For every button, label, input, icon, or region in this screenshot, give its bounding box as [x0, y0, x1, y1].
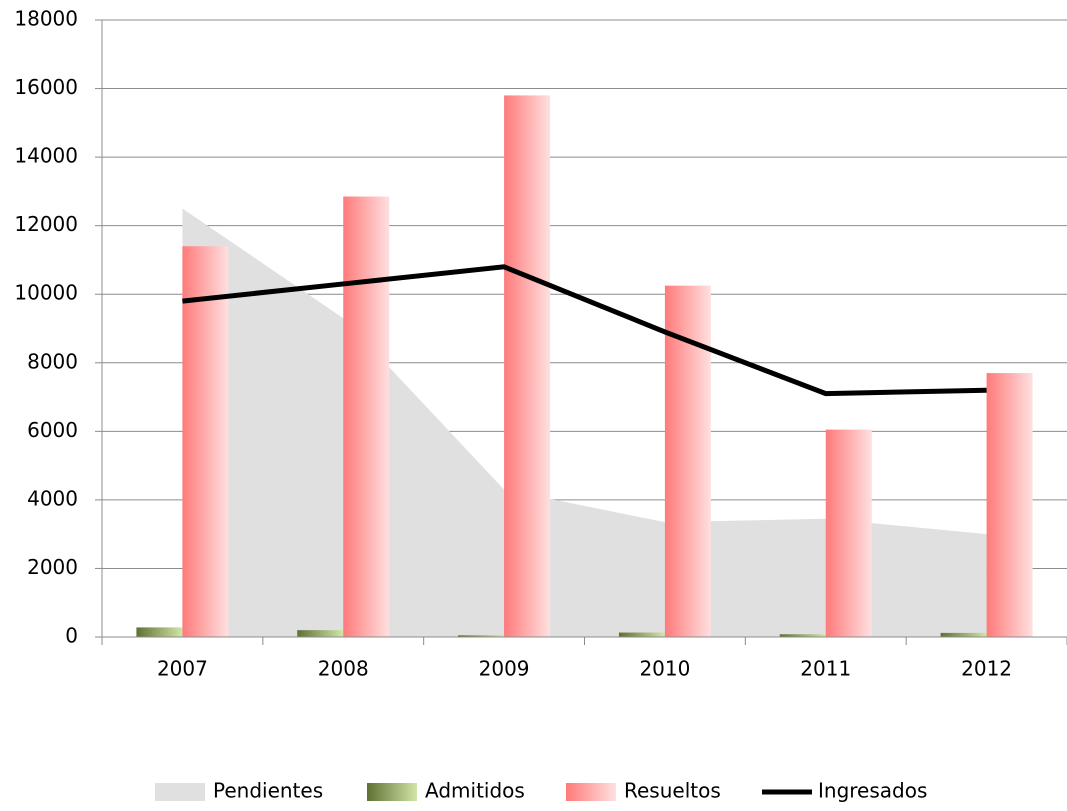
bar [986, 373, 1033, 637]
x-tick-label: 2008 [318, 657, 369, 681]
legend-swatch [566, 783, 616, 801]
bar [779, 634, 826, 637]
y-tick-label: 14000 [14, 144, 78, 168]
y-tick-label: 10000 [14, 281, 78, 305]
x-tick-label: 2009 [479, 657, 530, 681]
x-tick-label: 2012 [961, 657, 1012, 681]
y-tick-label: 4000 [27, 486, 78, 510]
legend-label: Resueltos [624, 779, 721, 803]
bar [182, 246, 229, 637]
x-tick-label: 2011 [800, 657, 851, 681]
bar [825, 429, 872, 637]
legend-swatch [367, 783, 417, 801]
y-tick-label: 8000 [27, 349, 78, 373]
y-tick-label: 12000 [14, 212, 78, 236]
x-tick-label: 2007 [157, 657, 208, 681]
bar [297, 630, 344, 637]
legend-swatch [155, 783, 205, 801]
y-tick-label: 18000 [14, 7, 78, 31]
bar [458, 635, 505, 637]
legend-label: Ingresados [818, 779, 927, 803]
y-tick-label: 6000 [27, 418, 78, 442]
bar [136, 627, 183, 637]
y-tick-label: 2000 [27, 555, 78, 579]
y-tick-label: 16000 [14, 75, 78, 99]
x-tick-label: 2010 [639, 657, 690, 681]
bar [618, 632, 665, 637]
y-tick-label: 0 [65, 624, 78, 648]
bar [343, 196, 390, 637]
bar [940, 632, 987, 637]
legend-label: Pendientes [213, 779, 323, 803]
bar [504, 95, 551, 637]
line [182, 264, 987, 397]
legend-label: Admitidos [425, 779, 525, 803]
